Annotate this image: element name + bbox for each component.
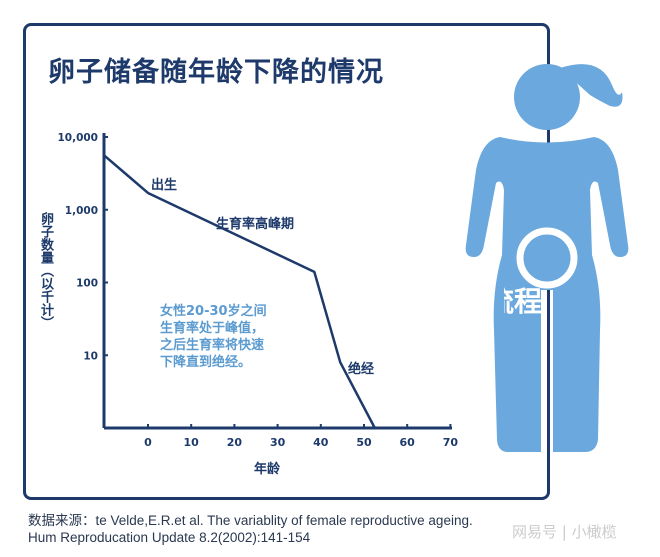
page-title: 卵子储备随年龄下降的情况 [48, 57, 384, 88]
annotation-birth: 出生 [151, 178, 178, 193]
x-tick-label: 0 [144, 436, 152, 449]
heart-icon [527, 244, 567, 280]
note-line: 之后生育率将快速 [160, 338, 265, 353]
x-tick-label: 50 [356, 436, 372, 449]
y-tick-label: 100 [76, 278, 98, 290]
x-tick-label: 70 [443, 436, 459, 449]
x-tick-label: 30 [270, 436, 286, 449]
y-axis-label: 卵子数量（以千计） [38, 212, 53, 329]
x-tick-label: 10 [184, 436, 200, 449]
x-axis-label: 年龄 [254, 462, 281, 477]
fertility-note: 女性20-30岁之间 生育率处于峰值， 之后生育率将快速 下降直到绝经。 [160, 303, 267, 371]
source-line: 数据来源：te Velde,E.R.et al. The variablity … [28, 513, 473, 528]
y-tick-label: 10 [83, 350, 98, 362]
annotation-peak: 生育率高峰期 [216, 217, 295, 232]
watermark: 网易号 | 小橄榄 [512, 523, 617, 541]
overlay-text: 流程 [486, 285, 543, 318]
note-line: 下降直到绝经。 [160, 355, 252, 370]
annotation-menopause: 绝经 [348, 362, 375, 377]
source-line: Hum Reproducation Update 8.2(2002):141-1… [28, 530, 311, 545]
y-tick-label: 10,000 [57, 132, 98, 144]
x-tick-label: 60 [400, 436, 416, 449]
note-line: 女性20-30岁之间 [160, 304, 267, 319]
note-line: 生育率处于峰值， [160, 321, 265, 336]
x-tick-label: 40 [313, 436, 329, 449]
y-tick-label: 1,000 [65, 205, 98, 217]
data-source: 数据来源：te Velde,E.R.et al. The variablity … [28, 512, 473, 546]
x-tick-label: 20 [227, 436, 243, 449]
